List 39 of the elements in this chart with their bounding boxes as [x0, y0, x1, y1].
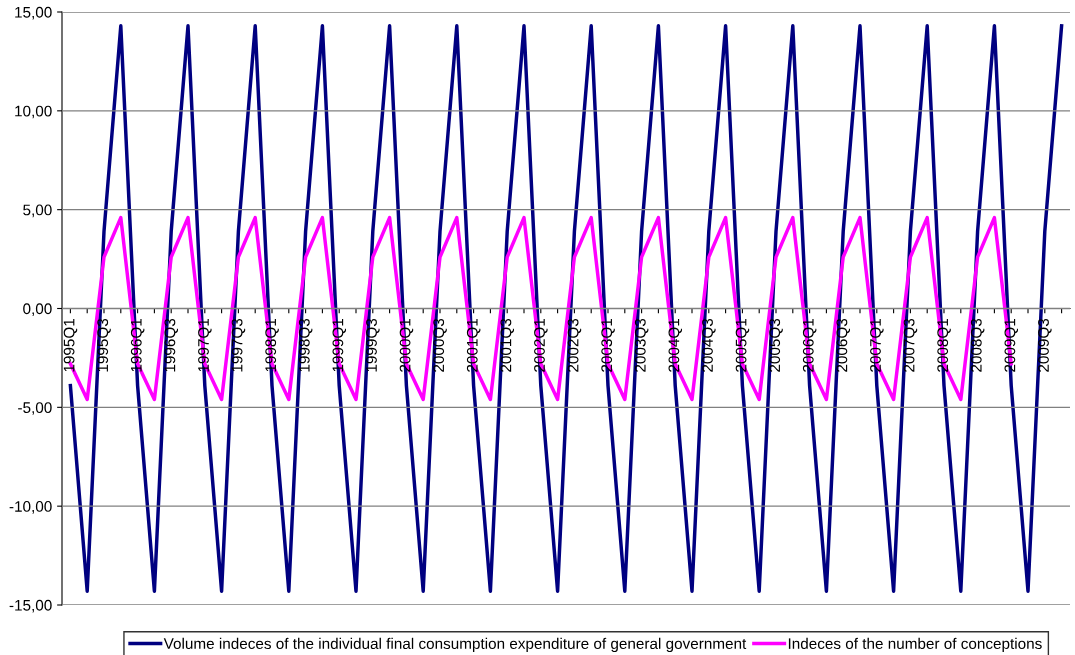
y-tick-label: -5,00: [18, 402, 52, 415]
y-tick-label: 0,00: [23, 303, 52, 316]
x-tick-label: 2000Q1: [399, 318, 414, 372]
x-tick-label: 2001Q1: [466, 318, 481, 372]
y-tick-label: -10,00: [9, 501, 52, 514]
x-tick-label: 2006Q1: [802, 318, 817, 372]
y-tick-label: 5,00: [23, 204, 52, 218]
x-tick-label: 2001Q3: [500, 318, 515, 372]
x-tick-label: 1997Q3: [231, 318, 246, 372]
x-tick-label: 1999Q1: [332, 318, 347, 372]
x-tick-label: 1996Q1: [130, 318, 145, 372]
x-tick-label: 1995Q3: [97, 318, 111, 372]
x-tick-label: 2007Q3: [903, 318, 918, 372]
x-tick-label: 2004Q3: [702, 318, 716, 372]
x-tick-label: 1998Q3: [298, 318, 313, 372]
x-tick-label: 2007Q1: [870, 318, 884, 372]
x-tick-label: 2006Q3: [836, 318, 851, 372]
x-tick-label: 1996Q3: [164, 318, 179, 372]
x-tick-label: 2000Q3: [433, 318, 447, 372]
x-tick-label: 2005Q1: [735, 318, 750, 372]
legend-label: Indeces of the number of conceptions: [788, 637, 1042, 653]
x-tick-label: 2004Q1: [668, 318, 683, 372]
x-tick-label: 1995Q1: [63, 318, 78, 372]
x-tick-label: 2009Q3: [1038, 318, 1052, 372]
y-tick-label: 15,00: [15, 6, 52, 20]
x-tick-label: 2005Q3: [769, 318, 783, 372]
x-tick-label: 2003Q3: [634, 318, 649, 372]
x-tick-label: 1997Q1: [198, 318, 212, 372]
x-tick-label: 2008Q3: [970, 318, 985, 372]
x-tick-label: 2008Q1: [937, 318, 951, 372]
x-tick-label: 2009Q1: [1004, 318, 1019, 372]
x-tick-label: 1999Q3: [366, 318, 380, 372]
x-tick-label: 2003Q1: [601, 318, 615, 372]
x-tick-label: 1998Q1: [265, 318, 279, 372]
legend-label: Volume indeces of the individual final consumption expenditure of general government: [163, 637, 747, 653]
y-tick-label: 10,00: [15, 105, 52, 119]
x-tick-label: 2002Q3: [567, 318, 582, 372]
x-tick-label: 2002Q1: [534, 318, 548, 372]
y-tick-label: -15,00: [9, 599, 52, 613]
